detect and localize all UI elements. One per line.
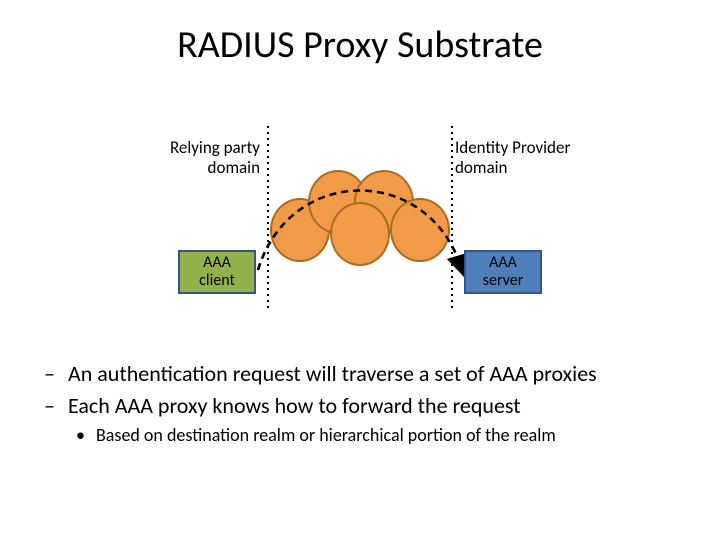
bullet-level2: Based on destination realm or hierarchic… bbox=[40, 424, 680, 447]
aaa-server-box: AAA server bbox=[464, 250, 542, 294]
text: server bbox=[483, 271, 524, 290]
bullet-level1: An authentication request will traverse … bbox=[40, 360, 680, 388]
diagram-area: Relying party domain Identity Provider d… bbox=[0, 120, 720, 330]
text: domain bbox=[455, 157, 507, 178]
text: Relying party bbox=[170, 137, 260, 158]
text: client bbox=[199, 271, 235, 290]
text: AAA bbox=[489, 253, 517, 272]
bullet-text: An authentication request will traverse … bbox=[68, 360, 597, 387]
slide: RADIUS Proxy Substrate Relying party bbox=[0, 0, 720, 540]
text: AAA bbox=[203, 253, 231, 272]
bullet-level1: Each AAA proxy knows how to forward the … bbox=[40, 392, 680, 420]
text: domain bbox=[208, 157, 260, 178]
text: Identity Provider bbox=[455, 137, 570, 158]
aaa-client-box: AAA client bbox=[178, 250, 256, 294]
bullet-text: Each AAA proxy knows how to forward the … bbox=[68, 392, 521, 419]
bullet-list: An authentication request will traverse … bbox=[40, 360, 680, 447]
bullet-text: Based on destination realm or hierarchic… bbox=[96, 424, 556, 446]
slide-title: RADIUS Proxy Substrate bbox=[0, 22, 720, 68]
proxy-node bbox=[390, 198, 450, 262]
relying-party-label: Relying party domain bbox=[130, 138, 260, 179]
identity-provider-label: Identity Provider domain bbox=[455, 138, 615, 179]
proxy-node bbox=[330, 202, 390, 266]
